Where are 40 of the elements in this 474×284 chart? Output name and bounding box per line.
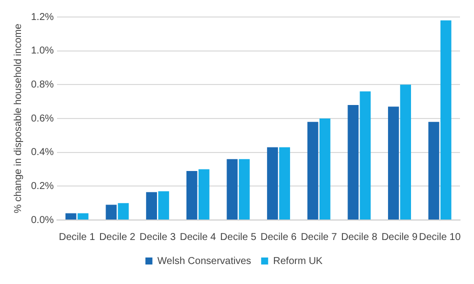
y-tick-label: 1.2% [30,12,54,23]
y-tick-label: 1.0% [30,46,54,57]
x-tick-label: Decile 9 [381,232,418,243]
bar [400,84,412,220]
bar [198,169,210,220]
bar [319,118,330,220]
bar [118,203,129,220]
bar [158,191,170,220]
bar [65,213,76,220]
bar [360,91,371,220]
bar [279,147,290,220]
bar [428,122,440,220]
bar [186,170,198,220]
bar [307,122,318,220]
bar [226,159,238,220]
y-axis-title: % change in disposable household income [12,23,24,214]
x-tick-label: Decile 1 [58,232,96,243]
bar [267,147,278,220]
x-tick-label: Decile 10 [418,232,462,243]
y-tick-label: 0.6% [30,113,54,124]
bar [78,213,88,220]
y-tick-label: 0.2% [30,180,54,192]
x-tick-label: Decile 2 [99,232,136,243]
y-tick-label: 0.0% [30,214,54,226]
bar [348,104,359,220]
x-tick-label: Decile 5 [220,232,257,243]
legend-label: Welsh Conservatives [157,256,252,267]
bar [440,20,452,220]
bar [238,159,250,220]
x-tick-label: Decile 6 [260,232,298,243]
y-tick-label: 0.4% [30,147,54,158]
bar [146,192,157,220]
legend-label: Reform UK [273,256,323,267]
y-tick-label: 0.8% [30,79,54,90]
x-tick-label: Decile 3 [140,232,176,243]
x-tick-label: Decile 7 [300,232,338,243]
bar [106,204,117,220]
bar [388,106,399,220]
x-tick-label: Decile 4 [180,232,216,243]
x-tick-label: Decile 8 [341,232,378,243]
